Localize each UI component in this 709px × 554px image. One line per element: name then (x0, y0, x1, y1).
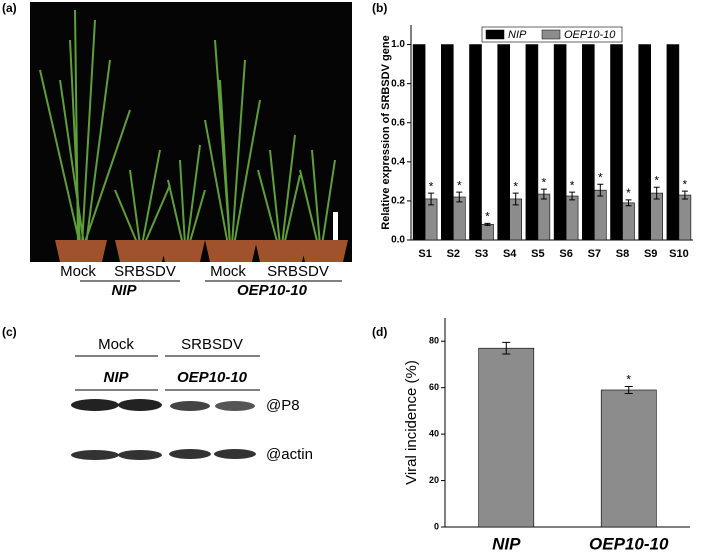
y-tick-label: 80 (429, 336, 439, 346)
error-bar (653, 186, 660, 200)
legend-label: NIP (508, 29, 527, 41)
line-label: OEP10-10 (237, 282, 308, 299)
bar (441, 44, 454, 241)
panel-label: (c) (2, 325, 17, 339)
y-tick-label: 0.0 (391, 235, 405, 246)
panel-label: (a) (2, 1, 17, 15)
treatment-label: SRBSDV (181, 336, 243, 353)
significance-mark: * (570, 178, 575, 192)
significance-mark: * (626, 186, 631, 200)
treatment-label: Mock (60, 263, 96, 280)
underlines (75, 280, 342, 391)
bar (478, 347, 535, 528)
x-tick-label: S4 (503, 248, 517, 260)
legend-swatch (485, 29, 505, 40)
significance-mark: * (598, 170, 603, 184)
error-bar (569, 191, 576, 201)
photo (30, 2, 352, 262)
error-bar (681, 190, 688, 200)
error-bar (502, 341, 511, 355)
significance-mark: * (542, 175, 547, 189)
line-label: NIP (111, 282, 137, 299)
y-tick-label: 0.6 (391, 117, 405, 128)
y-tick-label: 60 (429, 382, 439, 392)
treatment-label: Mock (98, 336, 134, 353)
treatment-label: SRBSDV (267, 263, 329, 280)
x-tick-label: OEP10-10 (589, 534, 669, 553)
legend-label: OEP10-10 (564, 29, 616, 41)
blot (71, 399, 256, 460)
y-tick-label: 0 (434, 521, 439, 531)
error-bar (625, 199, 632, 207)
significance-mark: * (626, 373, 631, 387)
x-tick-label: S8 (616, 248, 629, 260)
y-tick-label: 1.0 (391, 39, 405, 50)
significance-mark: * (513, 179, 518, 193)
band-label: @actin (266, 446, 313, 463)
y-axis-label: Relative expression of SRBSDV gene (380, 35, 392, 229)
error-bar (428, 192, 435, 206)
error-bar (484, 222, 491, 226)
x-tick-label: S5 (531, 248, 544, 260)
bar (525, 44, 539, 241)
x-tick-label: S9 (644, 248, 657, 260)
bar (666, 44, 680, 241)
bar (638, 44, 652, 241)
bar (565, 195, 579, 241)
x-tick-label: S7 (588, 248, 601, 260)
bar (600, 389, 657, 528)
bar (553, 44, 567, 241)
bar (497, 44, 510, 241)
bar (650, 192, 663, 241)
bar (593, 189, 607, 241)
x-tick-label: S6 (559, 248, 572, 260)
bar (469, 44, 482, 241)
band-label: @P8 (266, 397, 300, 414)
error-bar (624, 386, 633, 394)
y-tick-label: 0.4 (391, 156, 405, 167)
significance-mark: * (457, 178, 462, 192)
y-tick-label: 0.2 (391, 196, 405, 207)
error-bar (540, 188, 547, 200)
significance-mark: * (429, 179, 434, 193)
y-tick-label: 20 (429, 475, 439, 485)
y-tick-label: 0.8 (391, 78, 405, 89)
error-bar (597, 183, 604, 197)
y-axis-label: Viral incidence (%) (403, 360, 420, 485)
line-label: OEP10-10 (177, 369, 248, 386)
x-tick-label: S2 (447, 248, 460, 260)
significance-mark: * (654, 173, 659, 187)
line-label: NIP (103, 369, 129, 386)
bar (582, 44, 595, 241)
bar (678, 194, 692, 241)
bar (452, 196, 466, 241)
panel-label: (d) (372, 325, 387, 339)
significance-mark: * (683, 177, 688, 191)
x-tick-label: S1 (418, 248, 431, 260)
significance-mark: * (485, 210, 490, 224)
error-bar (512, 192, 519, 206)
bar (537, 193, 551, 241)
bar (622, 202, 635, 241)
treatment-label: SRBSDV (114, 263, 176, 280)
bar (481, 224, 494, 241)
y-tick-label: 40 (429, 428, 439, 438)
treatment-label: Mock (210, 263, 246, 280)
error-bar (456, 191, 463, 203)
panel-label: (b) (372, 1, 387, 15)
x-tick-label: S3 (475, 248, 488, 260)
x-tick-label: NIP (492, 534, 521, 553)
bar (610, 44, 623, 241)
bar (412, 44, 426, 241)
legend-swatch (541, 29, 561, 40)
x-tick-label: S10 (669, 248, 689, 260)
